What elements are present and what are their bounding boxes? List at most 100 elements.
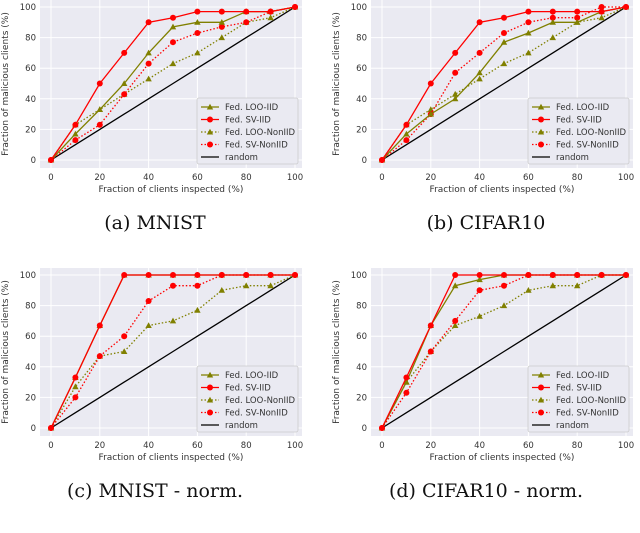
- x-tick-label: 20: [425, 441, 436, 451]
- data-point: [194, 282, 201, 289]
- data-point: [623, 4, 629, 10]
- y-tick-label: 20: [25, 125, 36, 135]
- subfigure-caption: (a) MNIST: [104, 212, 206, 234]
- data-point: [72, 383, 79, 390]
- legend-label: Fed. LOO-IID: [225, 103, 279, 113]
- data-point: [121, 333, 128, 340]
- data-point: [170, 282, 176, 289]
- legend-marker: [207, 116, 213, 123]
- y-tick-label: 0: [31, 424, 36, 434]
- legend-marker: [537, 396, 545, 403]
- x-tick-label: 0: [379, 173, 384, 183]
- data-point: [218, 23, 225, 30]
- y-axis-label: Fraction of malicious clients (%): [332, 280, 342, 424]
- x-tick-label: 20: [425, 173, 436, 183]
- series-line-4: [50, 6, 296, 161]
- data-point: [194, 19, 201, 25]
- legend: Fed. LOO-IID Fed. SV-IID Fed. LOO-NonIID Fe…: [527, 365, 630, 433]
- data-point: [48, 157, 54, 163]
- data-point: [525, 19, 532, 26]
- data-point: [96, 80, 103, 87]
- data-point: [218, 19, 225, 25]
- x-axis-label: Fraction of clients inspected (%): [430, 185, 575, 195]
- subfigure-caption: (c) MNIST - norm.: [67, 480, 243, 502]
- data-point: [452, 69, 459, 76]
- legend-box: [527, 365, 630, 433]
- data-point: [452, 49, 459, 56]
- data-point: [267, 14, 274, 21]
- legend-label: Fed. LOO-NonIID: [556, 128, 627, 138]
- y-axis-label: Fraction of malicious clients (%): [332, 12, 342, 156]
- data-point: [379, 157, 385, 163]
- data-point: [452, 322, 459, 328]
- legend-marker: [537, 128, 545, 135]
- data-point: [194, 8, 201, 15]
- data-point: [452, 90, 459, 97]
- data-point: [96, 106, 103, 113]
- data-point: [476, 287, 483, 294]
- data-point: [243, 282, 250, 289]
- series-line-4: [50, 274, 296, 429]
- data-point: [403, 378, 410, 385]
- data-point: [218, 272, 225, 278]
- data-point: [267, 272, 274, 278]
- data-point: [501, 272, 507, 278]
- data-point: [574, 282, 581, 289]
- legend-marker: [206, 103, 214, 110]
- data-point: [72, 137, 79, 144]
- data-point: [96, 322, 103, 329]
- legend-label: random: [225, 421, 258, 431]
- y-tick-label: 80: [25, 302, 36, 312]
- legend-label: Fed. SV-NonIID: [556, 141, 619, 151]
- y-tick-label: 80: [25, 34, 36, 44]
- data-point: [267, 282, 274, 289]
- data-point: [267, 8, 274, 15]
- data-point: [145, 60, 152, 67]
- legend-label: Fed. SV-IID: [225, 384, 271, 394]
- x-tick-label: 100: [287, 441, 303, 451]
- data-point: [525, 8, 532, 15]
- data-point: [452, 282, 459, 289]
- legend-marker: [206, 371, 214, 378]
- data-point: [476, 75, 483, 82]
- data-point: [452, 272, 459, 278]
- y-axis-label: Fraction of malicious clients (%): [1, 280, 11, 424]
- data-point: [170, 39, 176, 46]
- x-tick-label: 20: [94, 441, 105, 451]
- data-point: [403, 374, 410, 381]
- data-point: [96, 121, 103, 128]
- data-point: [218, 287, 225, 293]
- y-tick-label: 100: [351, 3, 367, 13]
- x-tick-label: 60: [523, 441, 534, 451]
- data-point: [121, 91, 128, 98]
- data-point: [403, 137, 410, 144]
- subfigure-caption: (d) CIFAR10 - norm.: [389, 480, 583, 502]
- legend-box: [527, 97, 630, 165]
- y-tick-label: 20: [356, 125, 367, 135]
- legend-label: random: [556, 153, 589, 163]
- x-tick-label: 60: [523, 173, 534, 183]
- data-point: [452, 95, 459, 102]
- data-point: [525, 29, 532, 36]
- legend-marker: [537, 103, 545, 110]
- data-point: [427, 110, 434, 117]
- data-point: [476, 69, 483, 76]
- legend-marker: [206, 396, 214, 403]
- data-point: [218, 8, 225, 15]
- y-tick-label: 60: [356, 332, 367, 342]
- x-axis-label: Fraction of clients inspected (%): [430, 453, 575, 463]
- data-point: [574, 272, 581, 278]
- data-point: [549, 34, 556, 41]
- data-point: [72, 374, 79, 381]
- legend-marker: [206, 128, 214, 135]
- legend-label: Fed. LOO-NonIID: [225, 128, 296, 138]
- data-point: [500, 38, 508, 45]
- data-point: [525, 49, 532, 56]
- data-point: [501, 30, 507, 37]
- y-tick-label: 100: [351, 271, 367, 281]
- data-point: [194, 272, 201, 278]
- legend-label: random: [225, 153, 258, 163]
- legend-marker: [538, 384, 544, 391]
- x-tick-label: 80: [241, 173, 252, 183]
- data-point: [48, 425, 54, 431]
